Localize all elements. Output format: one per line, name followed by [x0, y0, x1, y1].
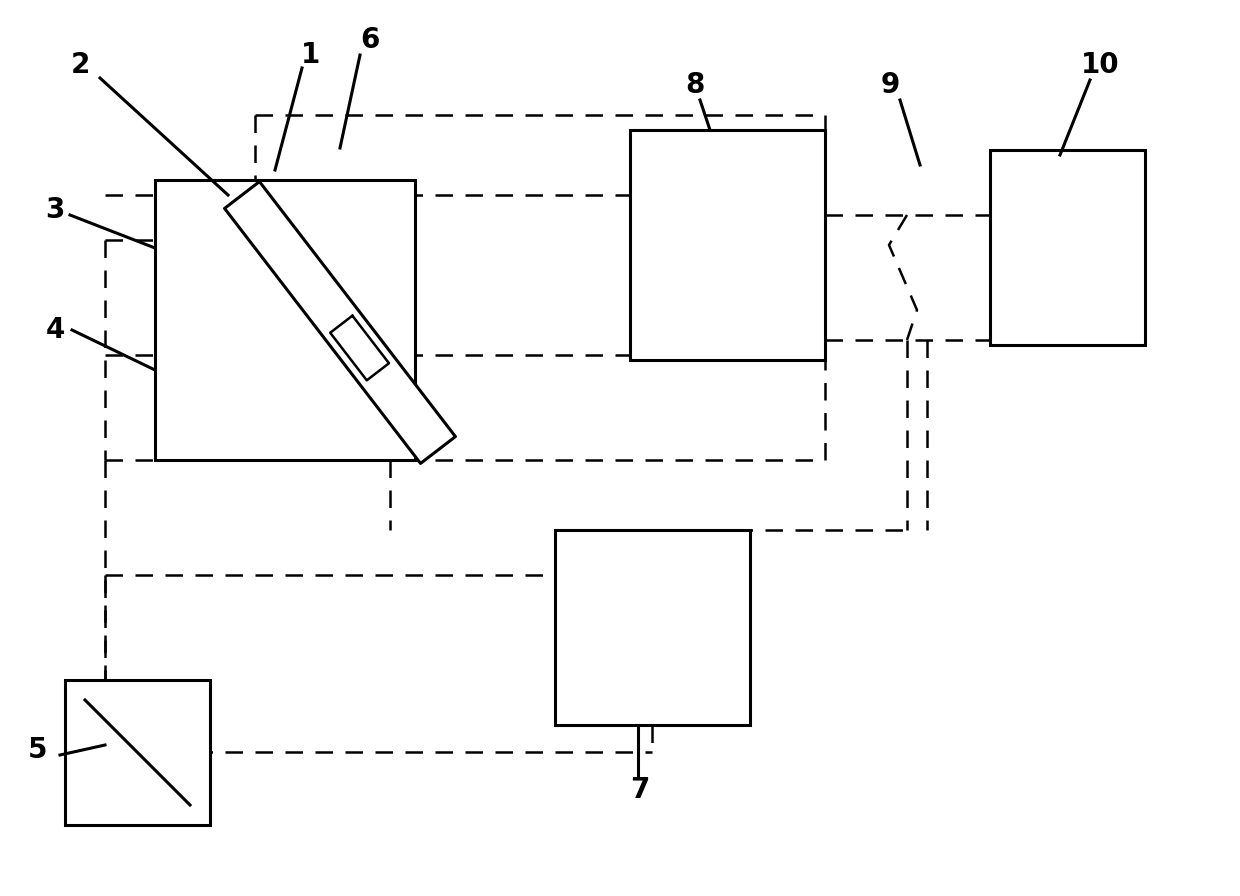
Text: 5: 5 [29, 736, 48, 764]
Bar [64, 680, 210, 825]
Text: 10: 10 [1081, 51, 1120, 79]
Polygon shape [330, 315, 389, 380]
Text: 4: 4 [46, 316, 64, 344]
Text: 3: 3 [46, 196, 64, 224]
Text: 8: 8 [686, 71, 704, 99]
Bar [990, 150, 1145, 345]
Text: 9: 9 [880, 71, 900, 99]
Text: 2: 2 [71, 51, 89, 79]
Text: 6: 6 [361, 26, 379, 54]
Bar [630, 130, 825, 360]
Bar [556, 530, 750, 725]
Text: 7: 7 [630, 776, 650, 804]
Bar [155, 180, 415, 460]
Text: 1: 1 [300, 41, 320, 69]
Polygon shape [224, 182, 455, 463]
